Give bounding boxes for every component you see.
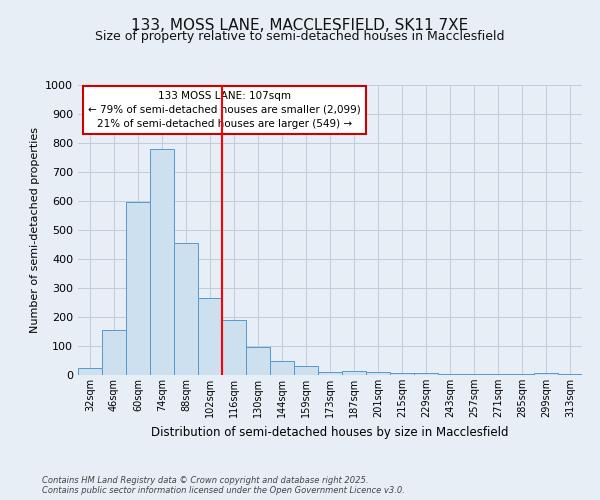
Bar bbox=[198, 298, 222, 375]
Bar bbox=[390, 372, 414, 375]
Bar bbox=[366, 372, 390, 375]
Bar bbox=[462, 374, 486, 375]
Bar bbox=[510, 374, 534, 375]
Text: 133 MOSS LANE: 107sqm
← 79% of semi-detached houses are smaller (2,099)
21% of s: 133 MOSS LANE: 107sqm ← 79% of semi-deta… bbox=[88, 91, 361, 129]
X-axis label: Distribution of semi-detached houses by size in Macclesfield: Distribution of semi-detached houses by … bbox=[151, 426, 509, 438]
Y-axis label: Number of semi-detached properties: Number of semi-detached properties bbox=[29, 127, 40, 333]
Text: Contains HM Land Registry data © Crown copyright and database right 2025.
Contai: Contains HM Land Registry data © Crown c… bbox=[42, 476, 405, 495]
Bar bbox=[102, 330, 126, 375]
Bar bbox=[438, 374, 462, 375]
Bar bbox=[270, 360, 294, 375]
Bar bbox=[534, 372, 558, 375]
Text: 133, MOSS LANE, MACCLESFIELD, SK11 7XE: 133, MOSS LANE, MACCLESFIELD, SK11 7XE bbox=[131, 18, 469, 32]
Bar bbox=[342, 370, 366, 375]
Bar bbox=[222, 320, 246, 375]
Bar bbox=[246, 348, 270, 375]
Bar bbox=[318, 372, 342, 375]
Bar bbox=[294, 366, 318, 375]
Text: Size of property relative to semi-detached houses in Macclesfield: Size of property relative to semi-detach… bbox=[95, 30, 505, 43]
Bar bbox=[174, 243, 198, 375]
Bar bbox=[414, 372, 438, 375]
Bar bbox=[78, 368, 102, 375]
Bar bbox=[486, 374, 510, 375]
Bar bbox=[126, 202, 150, 375]
Bar bbox=[558, 374, 582, 375]
Bar bbox=[150, 149, 174, 375]
